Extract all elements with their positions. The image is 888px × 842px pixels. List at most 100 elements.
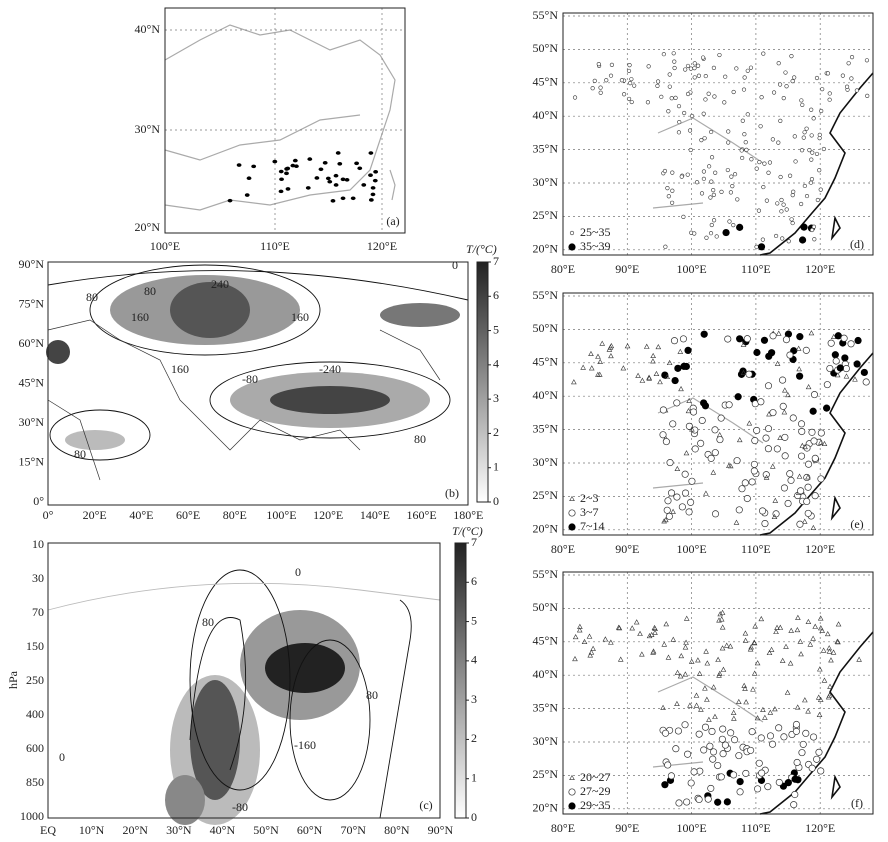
station-marker bbox=[753, 426, 761, 434]
station-marker bbox=[719, 189, 724, 194]
station-marker bbox=[774, 624, 780, 630]
station-marker bbox=[667, 772, 675, 780]
station-marker bbox=[764, 425, 773, 433]
station-marker bbox=[775, 778, 783, 786]
station-marker bbox=[667, 72, 672, 77]
station-marker bbox=[711, 188, 716, 193]
station-marker bbox=[683, 450, 690, 456]
station-marker bbox=[817, 132, 822, 137]
station-marker bbox=[827, 91, 832, 96]
station-marker bbox=[699, 191, 705, 196]
station-marker bbox=[744, 147, 749, 153]
lon-label: 120°E bbox=[805, 542, 835, 556]
panel-c bbox=[47, 542, 467, 825]
station-marker bbox=[826, 364, 834, 373]
station-marker bbox=[590, 86, 595, 91]
station-marker bbox=[678, 385, 684, 392]
station-marker bbox=[786, 351, 794, 359]
station-marker bbox=[819, 627, 826, 633]
lat-label: 40°N bbox=[533, 108, 559, 122]
station-marker bbox=[789, 54, 794, 59]
station-dot bbox=[368, 173, 373, 177]
station-marker bbox=[802, 697, 808, 703]
lon-label: 100°E bbox=[677, 821, 707, 835]
lat-label: 80°N bbox=[384, 823, 410, 837]
station-dot bbox=[278, 169, 284, 174]
lon-label: 100°E bbox=[677, 542, 707, 556]
border bbox=[652, 117, 764, 209]
station-marker bbox=[759, 95, 764, 100]
station-marker bbox=[755, 759, 763, 767]
station-dot bbox=[318, 167, 324, 172]
lat-label: 0° bbox=[33, 494, 44, 508]
lat-label: 15°N bbox=[19, 454, 45, 468]
station-marker bbox=[778, 174, 783, 180]
station-marker bbox=[771, 90, 777, 95]
contour-label: 80 bbox=[144, 284, 156, 298]
station-marker bbox=[834, 638, 841, 644]
lat-label: 60°N bbox=[19, 336, 45, 350]
station-marker bbox=[664, 373, 670, 380]
station-marker bbox=[815, 694, 822, 700]
station-marker bbox=[779, 657, 786, 663]
station-marker bbox=[706, 91, 711, 96]
contour-label: 0 bbox=[295, 565, 301, 579]
station-marker bbox=[712, 94, 717, 99]
border bbox=[652, 676, 764, 768]
station-marker bbox=[793, 159, 798, 164]
station-marker bbox=[678, 503, 686, 511]
station-marker bbox=[663, 244, 668, 249]
station-marker bbox=[698, 706, 704, 712]
lon-label: 120°E bbox=[805, 262, 835, 276]
station-marker bbox=[766, 170, 771, 175]
legend-label: 35~39 bbox=[580, 239, 611, 253]
colorbar-tick-label: 7 bbox=[493, 254, 499, 268]
station-marker bbox=[798, 236, 807, 244]
station-dot bbox=[340, 196, 346, 201]
station-marker bbox=[672, 59, 677, 64]
station-marker bbox=[673, 95, 678, 100]
lon-label: 110°E bbox=[741, 542, 771, 556]
lat-label: 30°N bbox=[166, 823, 192, 837]
station-marker bbox=[780, 484, 788, 492]
station-marker bbox=[662, 729, 670, 737]
station-marker bbox=[742, 685, 748, 691]
station-dot bbox=[333, 173, 339, 178]
station-marker bbox=[825, 71, 831, 76]
station-marker bbox=[757, 159, 762, 165]
station-marker bbox=[840, 334, 848, 342]
station-marker bbox=[722, 100, 727, 105]
station-dot bbox=[314, 176, 320, 180]
station-marker bbox=[826, 648, 833, 654]
station-marker bbox=[709, 755, 717, 763]
station-marker bbox=[710, 684, 717, 690]
station-marker bbox=[626, 96, 632, 102]
station-marker bbox=[751, 437, 759, 445]
lat-label: 40°N bbox=[135, 22, 161, 36]
colorbar-tick-label: 0 bbox=[493, 494, 499, 508]
station-marker bbox=[772, 497, 779, 503]
station-marker bbox=[665, 512, 673, 520]
station-marker bbox=[670, 188, 675, 193]
station-marker bbox=[580, 364, 586, 370]
panel-label: (e) bbox=[850, 517, 863, 531]
station-marker bbox=[701, 723, 710, 731]
contour-label: -160 bbox=[294, 738, 316, 752]
station-marker bbox=[780, 236, 785, 241]
station-marker bbox=[695, 795, 703, 804]
station-marker bbox=[779, 197, 784, 203]
station-marker bbox=[661, 518, 667, 524]
station-marker bbox=[831, 351, 839, 359]
lon-label: 80°E bbox=[223, 508, 247, 522]
station-marker bbox=[784, 499, 792, 508]
station-marker bbox=[783, 643, 789, 649]
station-marker bbox=[609, 62, 615, 67]
station-marker bbox=[621, 92, 627, 97]
station-marker bbox=[817, 168, 822, 173]
station-marker bbox=[754, 244, 759, 249]
lat-label: 20°N bbox=[533, 242, 559, 256]
station-marker bbox=[754, 785, 762, 793]
station-marker bbox=[781, 452, 789, 460]
station-marker bbox=[572, 655, 578, 662]
